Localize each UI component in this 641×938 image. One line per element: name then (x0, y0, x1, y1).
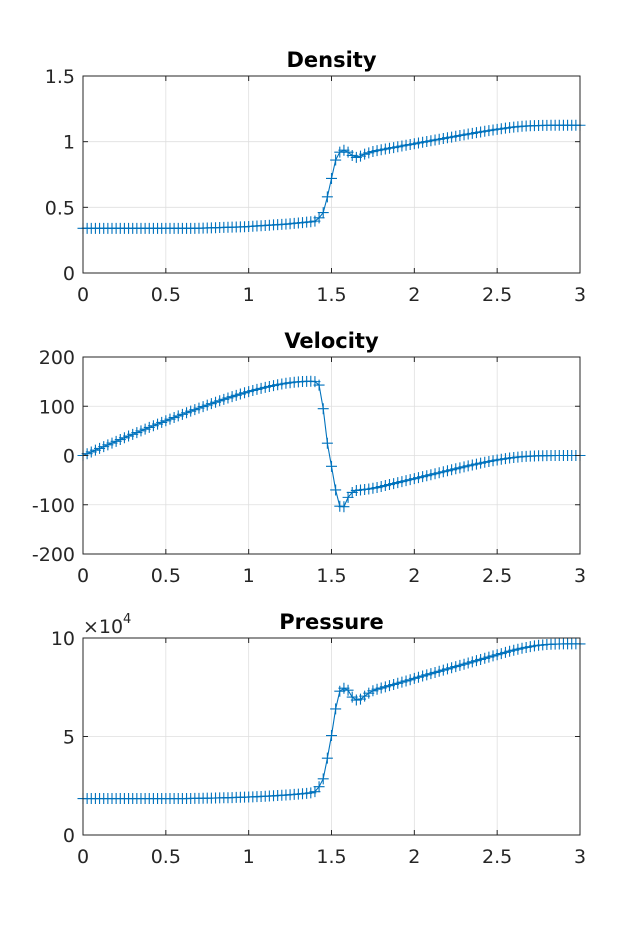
pressure-data-point (330, 703, 342, 715)
density-y-tick-label: 1.5 (45, 66, 75, 88)
density-x-tick-label: 2.5 (482, 284, 512, 306)
velocity-data-point (338, 501, 350, 513)
velocity-x-tick-label: 1 (243, 565, 255, 587)
density-y-tick-label: 0.5 (45, 197, 75, 219)
velocity-chart: 0 0.5 1 1.5 2 2.5 3 -200 -100 0 100 200 Velocity (32, 329, 586, 587)
pressure-data-point (313, 781, 325, 793)
pressure-data-point (342, 684, 354, 696)
velocity-data-point (326, 460, 337, 472)
velocity-y-tick-label: 200 (39, 347, 75, 369)
velocity-y-tick-label: 100 (39, 396, 75, 418)
pressure-x-tick-label: 1 (243, 846, 255, 868)
velocity-x-tick-label: 0.5 (151, 565, 181, 587)
pressure-x-tick-label: 1.5 (316, 846, 346, 868)
density-y-tick-label: 1 (63, 132, 75, 154)
pressure-y-tick-label: 0 (63, 825, 75, 847)
velocity-y-tick-label: -100 (32, 495, 75, 517)
velocity-data-point (313, 379, 325, 391)
pressure-y-tick-label: 10 (51, 628, 75, 650)
density-x-tick-label: 1 (243, 284, 255, 306)
pressure-y-exponent-base: ×10 (83, 616, 123, 638)
velocity-title: Velocity (284, 329, 379, 353)
pressure-y-exponent-power: 4 (123, 612, 131, 627)
velocity-x-tick-label: 2 (408, 565, 420, 587)
velocity-x-tick-label: 2.5 (482, 565, 512, 587)
velocity-data-point (321, 437, 333, 449)
pressure-data-point (321, 752, 333, 764)
velocity-y-tick-label: -200 (32, 544, 75, 566)
density-title: Density (286, 48, 376, 72)
pressure-x-tick-label: 2 (408, 846, 420, 868)
velocity-x-tick-label: 3 (574, 565, 586, 587)
density-data-point (326, 172, 337, 184)
density-x-tick-label: 1.5 (316, 284, 346, 306)
pressure-data-point (317, 773, 329, 785)
velocity-data-point (317, 403, 329, 415)
density-data-point (321, 191, 333, 203)
density-x-tick-label: 0.5 (151, 284, 181, 306)
pressure-title: Pressure (279, 610, 384, 634)
density-y-tick-label: 0 (63, 263, 75, 285)
density-x-tick-label: 3 (574, 284, 586, 306)
velocity-x-tick-label: 1.5 (316, 565, 346, 587)
density-data-point (317, 207, 329, 219)
density-x-tick-label: 2 (408, 284, 420, 306)
density-x-tick-label: 0 (77, 284, 89, 306)
velocity-x-tick-label: 0 (77, 565, 89, 587)
pressure-x-tick-label: 0 (77, 846, 89, 868)
pressure-x-tick-label: 3 (574, 846, 586, 868)
density-data-point (330, 154, 342, 166)
density-chart: 0 0.5 1 1.5 2 2.5 3 0 0.5 1 1.5 Density (45, 48, 586, 306)
pressure-x-tick-label: 2.5 (482, 846, 512, 868)
velocity-y-tick-label: 0 (63, 446, 75, 468)
pressure-x-tick-label: 0.5 (151, 846, 181, 868)
pressure-chart: 0 0.5 1 1.5 2 2.5 3 0 5 10 Pressure ×10 4 (51, 610, 586, 868)
pressure-y-tick-label: 5 (63, 727, 75, 749)
velocity-data-point (330, 484, 342, 496)
pressure-data-point (326, 730, 337, 742)
